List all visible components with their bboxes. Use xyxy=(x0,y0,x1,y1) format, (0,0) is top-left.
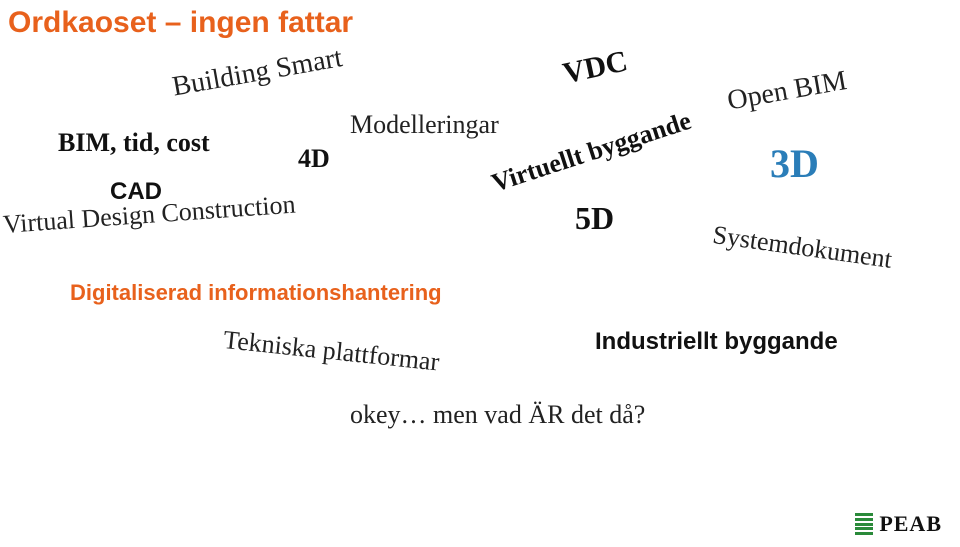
word-okey: okey… men vad ÄR det då? xyxy=(350,400,645,430)
peab-logo: PEAB xyxy=(855,511,942,537)
word-industriellt: Industriellt byggande xyxy=(595,328,838,356)
word-digitaliserad: Digitaliserad informationshantering xyxy=(70,280,442,306)
peab-logo-text: PEAB xyxy=(879,511,942,537)
word-virtuellt: Virtuellt byggande xyxy=(488,106,695,199)
page-title: Ordkaoset – ingen fattar xyxy=(8,6,353,40)
word-bim-tid-cost: BIM, tid, cost xyxy=(58,128,210,158)
word-4d: 4D xyxy=(298,144,330,174)
word-building-smart: Building Smart xyxy=(170,42,345,103)
peab-logo-bars xyxy=(855,513,873,535)
word-vdc: VDC xyxy=(560,44,631,91)
word-5d: 5D xyxy=(575,200,614,237)
word-systemdokument: Systemdokument xyxy=(711,220,894,275)
word-modelleringar: Modelleringar xyxy=(350,110,499,140)
word-3d: 3D xyxy=(770,140,819,187)
word-tekniska: Tekniska plattformar xyxy=(222,325,441,378)
word-open-bim: Open BIM xyxy=(725,65,849,117)
